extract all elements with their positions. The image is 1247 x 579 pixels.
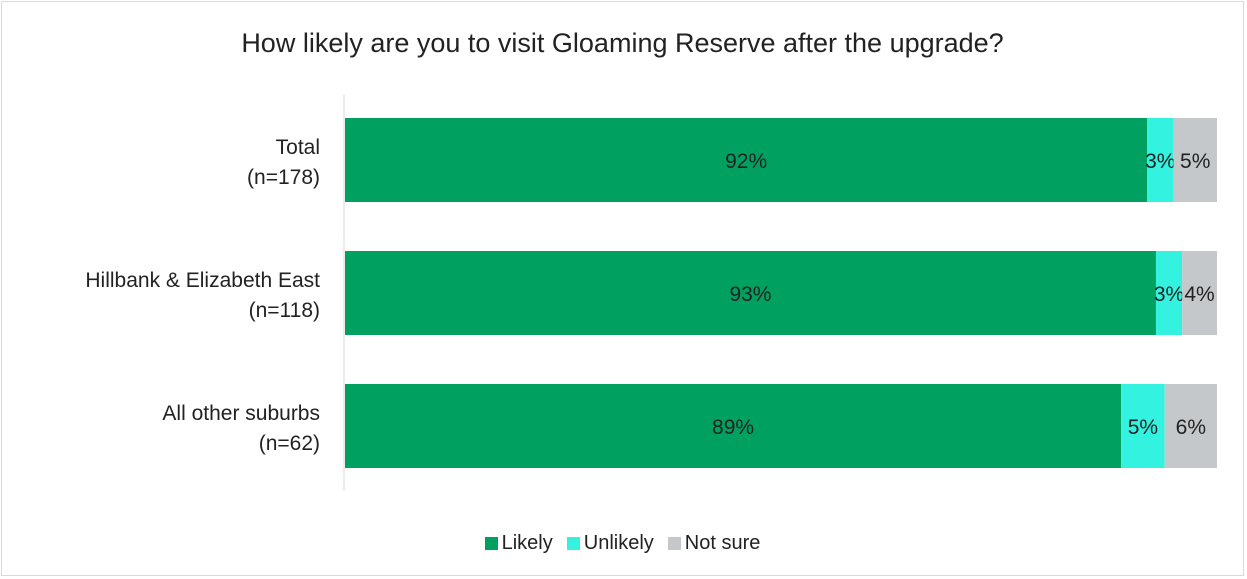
bars-group: 92% 3% 5%93% 3% 4%89% 5% 6%: [345, 118, 1217, 468]
legend-label: Not sure: [684, 532, 761, 554]
bar-not-sure-2: [1164, 384, 1217, 468]
value-label-unlikely-0: 3%: [1145, 150, 1175, 173]
category-labels: Total (n=178) Hillbank & Elizabeth East (n=…: [85, 136, 320, 455]
value-label-likely-1: 93%: [729, 283, 771, 306]
category-label-2-line-1: (n=62): [259, 432, 320, 455]
value-label-not-sure-0: 5%: [1180, 150, 1210, 173]
bar-unlikely-1: [1155, 251, 1183, 335]
category-label-1-line-1: (n=118): [249, 299, 320, 322]
bar-not-sure-0: [1173, 118, 1217, 202]
value-label-likely-2: 89%: [712, 416, 754, 439]
category-label-0-line-0: Total: [276, 136, 320, 159]
legend-swatch: [566, 537, 580, 550]
legend-label: Likely: [501, 532, 553, 554]
value-label-not-sure-2: 6%: [1176, 416, 1206, 439]
bar-unlikely-0: [1147, 118, 1174, 202]
legend-swatch: [484, 537, 498, 550]
category-label-2-line-0: All other suburbs: [162, 402, 320, 425]
value-label-unlikely-2: 5%: [1128, 416, 1158, 439]
bar-unlikely-2: [1121, 384, 1165, 468]
bar-likely-0: [345, 118, 1148, 202]
legend-label: Unlikely: [583, 532, 654, 554]
category-label-1-line-0: Hillbank & Elizabeth East: [85, 269, 320, 292]
bar-not-sure-1: [1182, 251, 1217, 335]
legend-item-likely: Likely: [484, 532, 553, 555]
legend-item-not-sure: Not sure: [667, 532, 761, 555]
legend-swatch: [667, 537, 681, 550]
value-label-not-sure-1: 4%: [1184, 283, 1214, 306]
chart-title: How likely are you to visit Gloaming Res…: [241, 28, 1004, 58]
legend-item-unlikely: Unlikely: [566, 532, 654, 555]
category-label-0-line-1: (n=178): [247, 166, 320, 189]
bar-likely-2: [345, 384, 1122, 468]
legend: Likely Unlikely Not sure: [0, 532, 1245, 555]
value-label-unlikely-1: 3%: [1154, 283, 1184, 306]
value-label-likely-0: 92%: [725, 150, 767, 173]
bar-likely-1: [345, 251, 1156, 335]
